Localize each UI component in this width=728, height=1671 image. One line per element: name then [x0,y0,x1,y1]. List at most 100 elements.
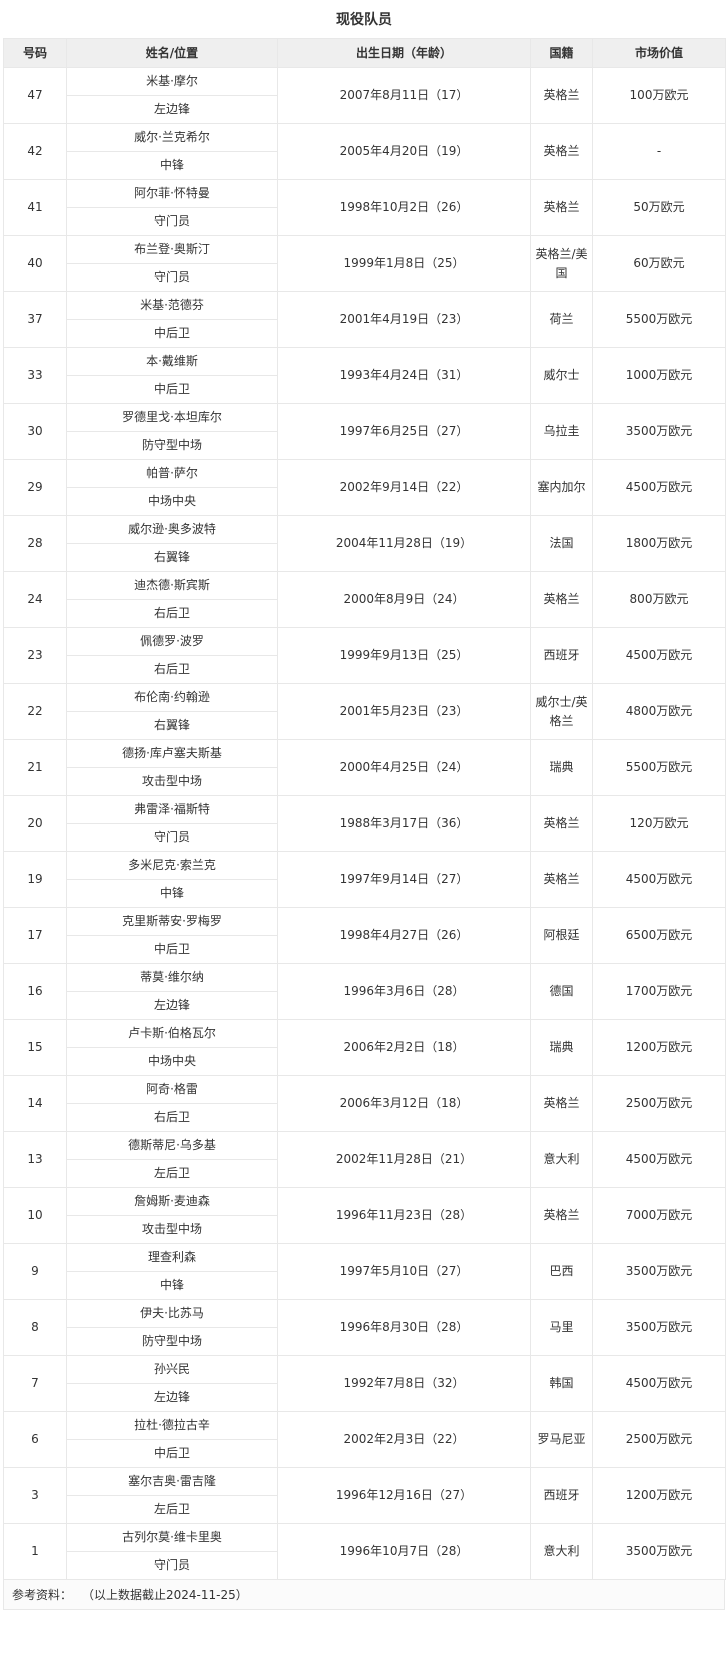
player-position-row: 左后卫 [4,1159,726,1188]
player-position: 中锋 [66,151,278,180]
player-number: 42 [3,123,67,180]
player-nationality: 英格兰 [530,123,593,180]
reference-label: 参考资料： [12,1588,73,1602]
player-position-row: 中后卫 [4,375,726,404]
player-market-value: 3500万欧元 [592,1523,726,1580]
player-name: 阿尔菲·怀特曼 [66,179,278,208]
players-table: 号码 姓名/位置 出生日期（年龄） 国籍 市场价值 47 米基·摩尔 2007年8月… [3,38,726,1580]
player-birthdate: 1997年6月25日（27） [277,403,531,460]
player-position: 中后卫 [66,1439,278,1468]
header-birthdate: 出生日期（年龄） [277,38,531,68]
player-nationality: 巴西 [530,1243,593,1300]
player-row: 47 米基·摩尔 2007年8月11日（17） 英格兰 100万欧元 [3,67,726,124]
player-number: 10 [3,1187,67,1244]
player-position-row: 守门员 [4,263,726,292]
player-birthdate: 1993年4月24日（31） [277,347,531,404]
player-position: 中锋 [66,1271,278,1300]
player-number: 40 [3,235,67,292]
player-row: 16 蒂莫·维尔纳 1996年3月6日（28） 德国 1700万欧元 [3,963,726,1020]
player-market-value: 4500万欧元 [592,1355,726,1412]
player-number: 20 [3,795,67,852]
player-number: 47 [3,67,67,124]
player-position: 防守型中场 [66,431,278,460]
player-number: 28 [3,515,67,572]
player-market-value: 5500万欧元 [592,291,726,348]
player-birthdate: 1996年12月16日（27） [277,1467,531,1524]
player-position: 左后卫 [66,1495,278,1524]
players-table-body: 47 米基·摩尔 2007年8月11日（17） 英格兰 100万欧元左边锋 42 威尔·兰克… [3,67,726,1580]
player-nationality: 马里 [530,1299,593,1356]
player-position-row: 攻击型中场 [4,767,726,796]
player-birthdate: 1997年5月10日（27） [277,1243,531,1300]
player-row: 28 威尔逊·奥多波特 2004年11月28日（19） 法国 1800万欧元 [3,515,726,572]
player-birthdate: 2002年9月14日（22） [277,459,531,516]
player-position-row: 左边锋 [4,991,726,1020]
player-name: 米基·摩尔 [66,67,278,96]
player-position-row: 中后卫 [4,935,726,964]
player-position-row: 右后卫 [4,599,726,628]
player-market-value: 100万欧元 [592,67,726,124]
player-name: 孙兴民 [66,1355,278,1384]
player-nationality: 威尔士/英格兰 [530,683,593,740]
player-name: 卢卡斯·伯格瓦尔 [66,1019,278,1048]
player-birthdate: 1992年7月8日（32） [277,1355,531,1412]
player-market-value: 4800万欧元 [592,683,726,740]
player-number: 14 [3,1075,67,1132]
player-market-value: 1000万欧元 [592,347,726,404]
player-name: 塞尔吉奥·雷吉隆 [66,1467,278,1496]
player-row: 7 孙兴民 1992年7月8日（32） 韩国 4500万欧元 [3,1355,726,1412]
player-position: 右后卫 [66,1103,278,1132]
player-position: 防守型中场 [66,1327,278,1356]
player-nationality: 英格兰 [530,795,593,852]
player-nationality: 法国 [530,515,593,572]
player-name: 布兰登·奥斯汀 [66,235,278,264]
player-nationality: 塞内加尔 [530,459,593,516]
player-number: 29 [3,459,67,516]
player-number: 3 [3,1467,67,1524]
player-position: 守门员 [66,1551,278,1580]
player-birthdate: 2000年8月9日（24） [277,571,531,628]
player-birthdate: 2006年3月12日（18） [277,1075,531,1132]
player-market-value: 5500万欧元 [592,739,726,796]
player-birthdate: 2001年5月23日（23） [277,683,531,740]
reference-note: （以上数据截止2024-11-25） [82,1588,248,1602]
player-market-value: 800万欧元 [592,571,726,628]
player-nationality: 英格兰 [530,1075,593,1132]
player-name: 伊夫·比苏马 [66,1299,278,1328]
player-birthdate: 1998年10月2日（26） [277,179,531,236]
player-position: 守门员 [66,823,278,852]
player-position: 右后卫 [66,599,278,628]
player-position-row: 中场中央 [4,487,726,516]
player-number: 21 [3,739,67,796]
player-market-value: 3500万欧元 [592,1299,726,1356]
header-nationality: 国籍 [530,38,593,68]
player-row: 17 克里斯蒂安·罗梅罗 1998年4月27日（26） 阿根廷 6500万欧元 [3,907,726,964]
player-nationality: 瑞典 [530,1019,593,1076]
player-market-value: 6500万欧元 [592,907,726,964]
player-name: 弗雷泽·福斯特 [66,795,278,824]
player-name: 威尔·兰克希尔 [66,123,278,152]
player-row: 6 拉杜·德拉古辛 2002年2月3日（22） 罗马尼亚 2500万欧元 [3,1411,726,1468]
player-nationality: 荷兰 [530,291,593,348]
player-row: 33 本·戴维斯 1993年4月24日（31） 威尔士 1000万欧元 [3,347,726,404]
player-number: 30 [3,403,67,460]
player-position: 攻击型中场 [66,1215,278,1244]
player-name: 罗德里戈·本坦库尔 [66,403,278,432]
player-birthdate: 1997年9月14日（27） [277,851,531,908]
player-number: 22 [3,683,67,740]
player-number: 33 [3,347,67,404]
player-nationality: 罗马尼亚 [530,1411,593,1468]
player-market-value: 4500万欧元 [592,851,726,908]
player-position: 守门员 [66,207,278,236]
player-market-value: 7000万欧元 [592,1187,726,1244]
player-row: 24 迪杰德·斯宾斯 2000年8月9日（24） 英格兰 800万欧元 [3,571,726,628]
player-nationality: 英格兰 [530,851,593,908]
header-number: 号码 [3,38,67,68]
player-market-value: - [592,123,726,180]
squad-page: 现役队员 号码 姓名/位置 出生日期（年龄） 国籍 市场价值 47 米基·摩尔 20… [3,12,726,1610]
player-nationality: 阿根廷 [530,907,593,964]
player-position-row: 攻击型中场 [4,1215,726,1244]
player-number: 1 [3,1523,67,1580]
player-market-value: 3500万欧元 [592,403,726,460]
player-name: 克里斯蒂安·罗梅罗 [66,907,278,936]
